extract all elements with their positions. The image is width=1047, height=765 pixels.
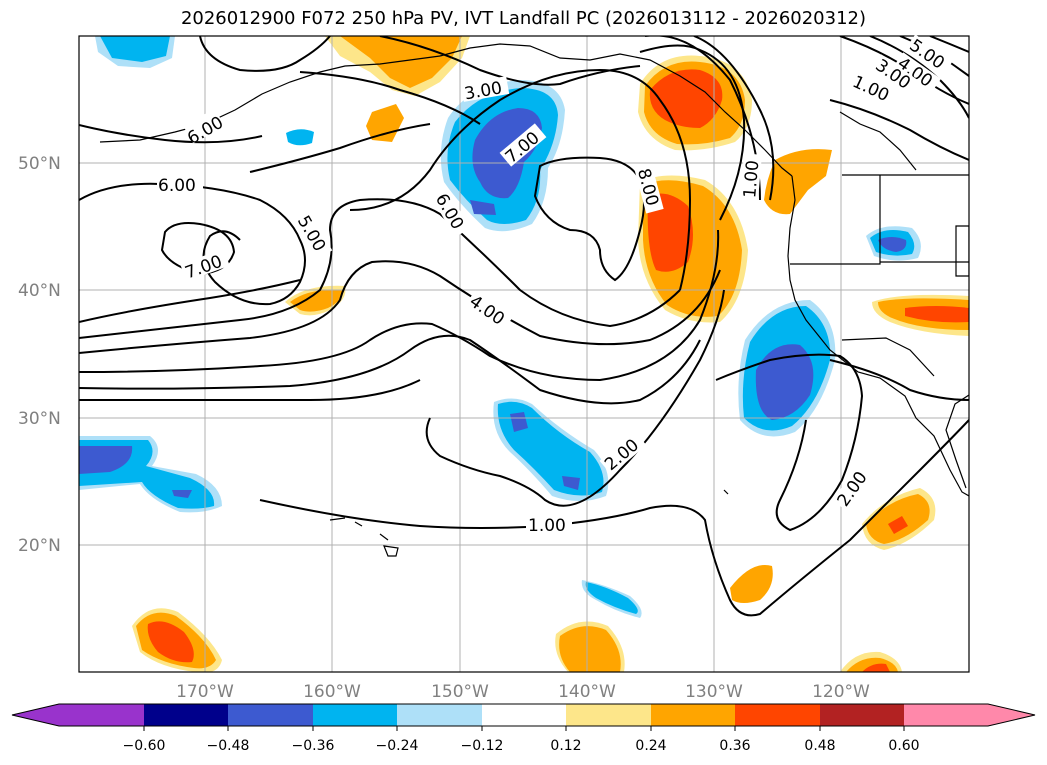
colorbar-segment xyxy=(228,704,313,726)
colorbar-segment xyxy=(144,704,228,726)
colorbar-segment xyxy=(313,704,397,726)
lon-label: 170°W xyxy=(176,682,234,702)
colorbar-tick-label: 0.36 xyxy=(719,738,750,754)
contour-label: 6.00 xyxy=(158,176,196,196)
lat-label: 20°N xyxy=(18,536,61,556)
colorbar-tick-label: −0.36 xyxy=(292,738,335,754)
colorbar-segment xyxy=(904,704,988,726)
gridlines xyxy=(79,36,969,672)
contour-label: 1.00 xyxy=(740,159,763,198)
lon-label: 140°W xyxy=(558,682,616,702)
colorbar-segment xyxy=(482,704,566,726)
coastlines xyxy=(99,43,969,557)
pv-contours xyxy=(79,36,969,617)
colorbar-tick-label: 0.48 xyxy=(804,738,835,754)
colorbar-segment xyxy=(735,704,820,726)
lat-label: 30°N xyxy=(18,409,61,429)
colorbar-tick-label: −0.48 xyxy=(207,738,250,754)
map-frame xyxy=(78,35,970,673)
contour-label: 1.00 xyxy=(528,516,566,536)
colorbar-tick-label: 0.60 xyxy=(888,738,919,754)
lon-label: 130°W xyxy=(685,682,743,702)
colorbar-tick-label: 0.12 xyxy=(550,738,581,754)
longitude-labels: 170°W 160°W 150°W 140°W 130°W 120°W xyxy=(176,682,870,702)
colorbar-tick-label: 0.24 xyxy=(635,738,666,754)
lat-label: 40°N xyxy=(18,281,61,301)
colorbar-tick-label: −0.24 xyxy=(376,738,419,754)
colorbar-max-extend xyxy=(988,704,1035,726)
colorbar-tick-label: −0.60 xyxy=(123,738,166,754)
lon-label: 160°W xyxy=(303,682,361,702)
figure-title: 2026012900 F072 250 hPa PV, IVT Landfall… xyxy=(180,8,867,29)
colorbar-segment xyxy=(566,704,651,726)
lon-label: 150°W xyxy=(431,682,489,702)
colorbar-tick-label: −0.12 xyxy=(461,738,504,754)
lat-label: 50°N xyxy=(18,154,61,174)
colorbar-min-extend xyxy=(12,704,59,726)
colorbar-segment xyxy=(651,704,735,726)
shaded-anomalies xyxy=(79,36,969,672)
colorbar-segment xyxy=(820,704,904,726)
lon-label: 120°W xyxy=(812,682,870,702)
colorbar: −0.60 −0.48 −0.36 −0.24 −0.12 0.12 0.24 … xyxy=(11,703,1036,754)
colorbar-segment xyxy=(59,704,144,726)
map-area xyxy=(79,36,969,672)
latitude-labels: 50°N 40°N 30°N 20°N xyxy=(18,154,61,556)
colorbar-segment xyxy=(397,704,482,726)
